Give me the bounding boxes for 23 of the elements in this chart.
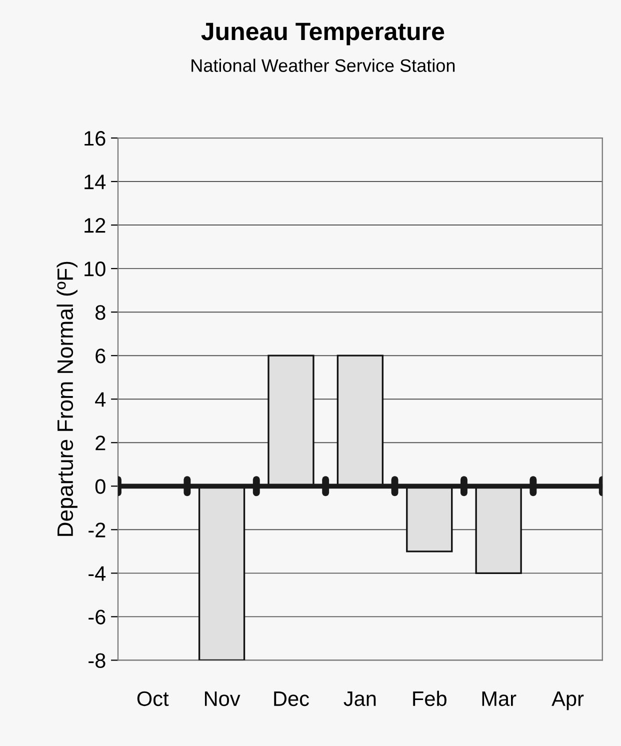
x-tick-label: Dec bbox=[274, 692, 309, 706]
y-tick-label: 16 bbox=[84, 131, 106, 146]
y-tick-label: -8 bbox=[88, 653, 106, 668]
y-tick-label: 6 bbox=[96, 348, 106, 364]
y-tick-label: 4 bbox=[95, 392, 106, 407]
x-tick-label: Oct bbox=[137, 691, 169, 706]
y-tick-label: 2 bbox=[96, 436, 106, 450]
y-tick-label: 14 bbox=[84, 174, 106, 190]
chart-subtitle: National Weather Service Station bbox=[192, 58, 455, 72]
x-tick-label: Jan bbox=[344, 692, 376, 706]
x-tick-label: Mar bbox=[482, 692, 516, 706]
y-axis-title: Departure From Normal (ºF) bbox=[56, 262, 78, 536]
x-tick-label: Nov bbox=[204, 692, 240, 706]
y-tick-label: 0 bbox=[95, 479, 106, 494]
y-tick-label: 8 bbox=[96, 305, 106, 320]
chart-title: Juneau Temperature bbox=[201, 22, 444, 46]
y-tick-label: -4 bbox=[88, 566, 106, 581]
y-tick-label: -2 bbox=[88, 522, 106, 538]
x-tick-label: Apr bbox=[552, 692, 584, 710]
y-tick-label: 10 bbox=[84, 262, 106, 276]
y-tick-label: -6 bbox=[88, 610, 106, 624]
x-tick-label: Feb bbox=[413, 690, 446, 706]
y-tick-label: 12 bbox=[84, 218, 106, 233]
